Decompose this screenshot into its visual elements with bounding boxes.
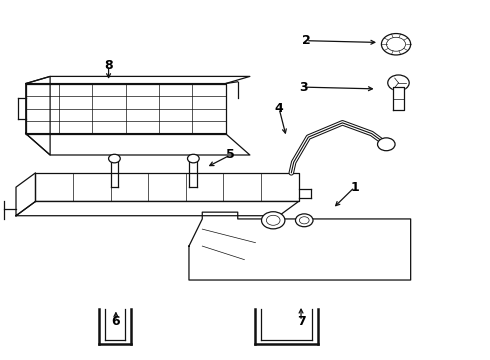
Polygon shape xyxy=(392,87,404,111)
Circle shape xyxy=(267,215,280,225)
Text: 8: 8 xyxy=(104,59,113,72)
Polygon shape xyxy=(26,76,250,84)
Polygon shape xyxy=(26,134,250,155)
Text: 7: 7 xyxy=(296,315,305,328)
Circle shape xyxy=(109,154,120,163)
Circle shape xyxy=(377,138,395,151)
Circle shape xyxy=(387,37,406,51)
Polygon shape xyxy=(26,84,225,134)
Text: 3: 3 xyxy=(299,81,308,94)
Circle shape xyxy=(188,154,199,163)
Polygon shape xyxy=(26,76,50,155)
Circle shape xyxy=(388,75,409,91)
Polygon shape xyxy=(189,212,411,280)
Text: 2: 2 xyxy=(301,34,310,47)
Polygon shape xyxy=(16,173,35,216)
Circle shape xyxy=(262,212,285,229)
Text: 5: 5 xyxy=(226,148,235,162)
Circle shape xyxy=(299,217,309,224)
Circle shape xyxy=(295,214,313,227)
Text: 1: 1 xyxy=(350,181,359,194)
Text: 4: 4 xyxy=(275,102,284,115)
Circle shape xyxy=(381,33,411,55)
Text: 6: 6 xyxy=(112,315,120,328)
Polygon shape xyxy=(35,173,298,202)
Polygon shape xyxy=(16,202,298,216)
